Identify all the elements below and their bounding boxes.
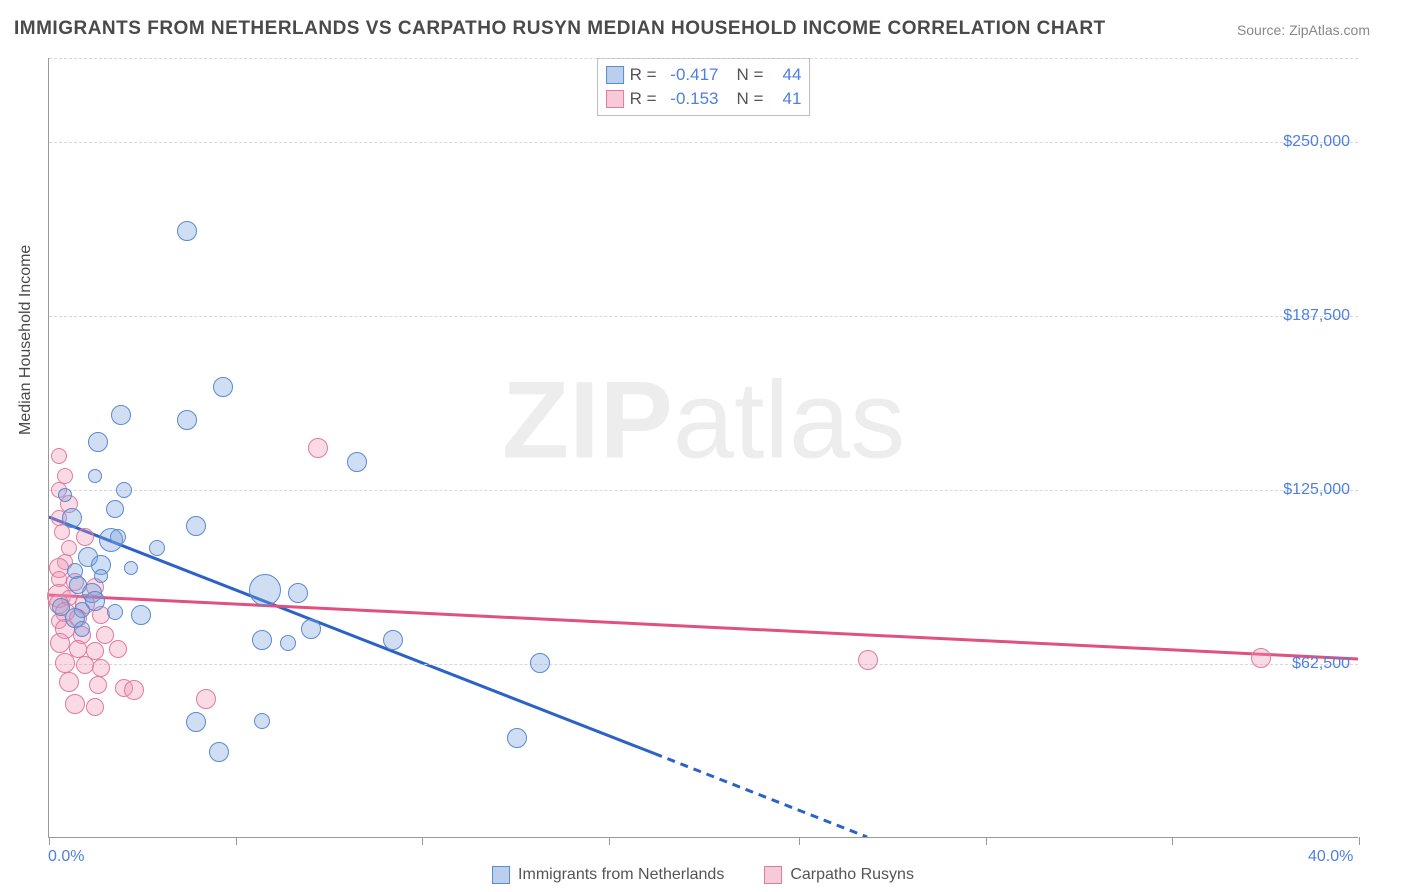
data-point xyxy=(288,583,308,603)
data-point xyxy=(249,574,281,606)
x-tick xyxy=(986,837,987,845)
data-point xyxy=(92,659,110,677)
trend-lines xyxy=(49,58,1358,837)
data-point xyxy=(88,469,102,483)
x-tick xyxy=(799,837,800,845)
data-point xyxy=(124,680,144,700)
swatch-blue-icon xyxy=(492,866,510,884)
r-value: -0.153 xyxy=(663,89,719,109)
data-point xyxy=(177,410,197,430)
n-value: 44 xyxy=(769,65,801,85)
data-point xyxy=(347,452,367,472)
data-point xyxy=(58,488,72,502)
swatch-pink-icon xyxy=(606,90,624,108)
gridline xyxy=(49,316,1358,317)
data-point xyxy=(88,432,108,452)
data-point xyxy=(858,650,878,670)
data-point xyxy=(308,438,328,458)
y-tick-label: $125,000 xyxy=(1283,481,1350,499)
data-point xyxy=(1251,648,1271,668)
data-point xyxy=(106,500,124,518)
x-axis-min-label: 0.0% xyxy=(48,848,84,866)
data-point xyxy=(110,529,126,545)
x-tick xyxy=(422,837,423,845)
x-tick xyxy=(609,837,610,845)
correlation-stats-box: R = -0.417 N = 44 R = -0.153 N = 41 xyxy=(597,58,811,116)
data-point xyxy=(254,713,270,729)
data-point xyxy=(62,508,82,528)
data-point xyxy=(530,653,550,673)
gridline xyxy=(49,664,1358,665)
watermark: ZIPatlas xyxy=(49,58,1358,837)
data-point xyxy=(116,482,132,498)
data-point xyxy=(76,528,94,546)
y-tick-label: $250,000 xyxy=(1283,133,1350,151)
legend: Immigrants from Netherlands Carpatho Rus… xyxy=(492,866,914,884)
data-point xyxy=(59,672,79,692)
data-point xyxy=(124,561,138,575)
x-axis-max-label: 40.0% xyxy=(1308,848,1353,866)
n-value: 41 xyxy=(769,89,801,109)
data-point xyxy=(383,630,403,650)
x-tick xyxy=(49,837,50,845)
chart-title: IMMIGRANTS FROM NETHERLANDS VS CARPATHO … xyxy=(14,18,1106,40)
gridline xyxy=(49,142,1358,143)
source-attribution: Source: ZipAtlas.com xyxy=(1237,22,1370,38)
data-point xyxy=(94,569,108,583)
data-point xyxy=(301,619,321,639)
legend-item-carpatho: Carpatho Rusyns xyxy=(764,866,914,884)
y-tick-label: $62,500 xyxy=(1292,655,1350,673)
data-point xyxy=(76,656,94,674)
data-point xyxy=(74,621,90,637)
data-point xyxy=(186,516,206,536)
data-point xyxy=(51,448,67,464)
gridline xyxy=(49,58,1358,59)
data-point xyxy=(186,712,206,732)
data-point xyxy=(109,640,127,658)
data-point xyxy=(507,728,527,748)
stats-row-netherlands: R = -0.417 N = 44 xyxy=(606,63,802,87)
data-point xyxy=(55,653,75,673)
data-point xyxy=(65,694,85,714)
data-point xyxy=(280,635,296,651)
stats-row-carpatho: R = -0.153 N = 41 xyxy=(606,87,802,111)
data-point xyxy=(131,605,151,625)
data-point xyxy=(196,689,216,709)
y-axis-title: Median Household Income xyxy=(17,245,35,435)
legend-label: Carpatho Rusyns xyxy=(790,866,914,884)
data-point xyxy=(107,604,123,620)
data-point xyxy=(209,742,229,762)
svg-text:ZIPatlas: ZIPatlas xyxy=(502,360,905,482)
r-label: R = xyxy=(630,65,657,85)
r-label: R = xyxy=(630,89,657,109)
data-point xyxy=(149,540,165,556)
data-point xyxy=(89,676,107,694)
legend-label: Immigrants from Netherlands xyxy=(518,866,724,884)
y-tick-label: $187,500 xyxy=(1283,307,1350,325)
data-point xyxy=(111,405,131,425)
data-point xyxy=(213,377,233,397)
r-value: -0.417 xyxy=(663,65,719,85)
x-tick xyxy=(1359,837,1360,845)
x-tick xyxy=(236,837,237,845)
x-tick xyxy=(1172,837,1173,845)
swatch-blue-icon xyxy=(606,66,624,84)
data-point xyxy=(252,630,272,650)
scatter-plot: ZIPatlas R = -0.417 N = 44 R = -0.153 N … xyxy=(48,58,1358,838)
gridline xyxy=(49,490,1358,491)
data-point xyxy=(86,698,104,716)
data-point xyxy=(177,221,197,241)
n-label: N = xyxy=(737,65,764,85)
data-point xyxy=(50,633,70,653)
legend-item-netherlands: Immigrants from Netherlands xyxy=(492,866,724,884)
swatch-pink-icon xyxy=(764,866,782,884)
n-label: N = xyxy=(737,89,764,109)
